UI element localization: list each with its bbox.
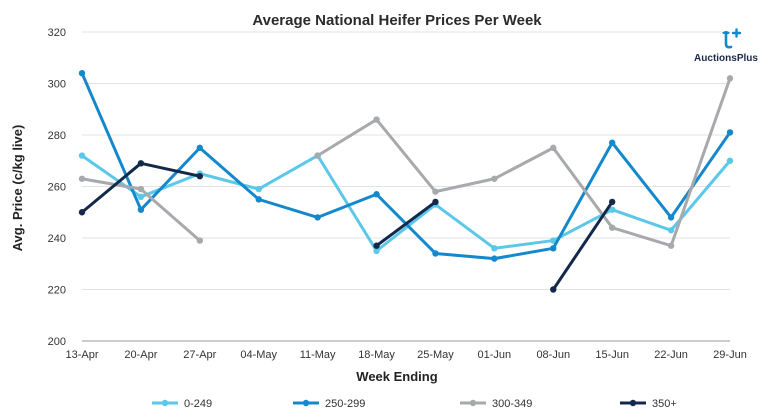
series-line [552,201,614,291]
series-line [81,154,732,253]
series-line [80,72,732,261]
data-point [726,75,734,82]
x-tick-label: 08-Jun [536,349,570,361]
data-point [491,175,498,182]
data-point [373,116,380,123]
x-tick-label: 15-Jun [595,349,629,361]
data-point [78,152,86,159]
data-point [196,237,204,244]
y-tick-label: 200 [48,336,66,348]
legend-label: 250-299 [325,398,365,410]
y-tick-label: 260 [48,182,66,194]
series-250-299 [78,70,734,262]
data-point [726,157,734,164]
series-lines [78,70,734,293]
x-tick-label: 04-May [240,349,277,361]
y-tick-label: 280 [48,130,66,142]
legend-marker [161,399,169,407]
data-point [432,198,439,206]
data-point [491,255,498,262]
data-point [314,214,321,221]
legend-label: 350+ [652,398,677,410]
data-point [373,247,380,255]
series-300-349 [78,75,734,249]
data-point [491,245,498,252]
data-point [373,242,380,249]
chart-title: Average National Heifer Prices Per Week [252,12,542,29]
data-point [78,70,86,77]
x-tick-label: 01-Jun [478,349,512,361]
data-point [608,224,616,231]
series-line [316,77,732,248]
data-point [550,245,557,252]
data-point [255,196,262,203]
data-point [196,144,204,152]
auctionsplus-logo: AuctionsPlus [694,28,758,64]
data-point [432,188,439,195]
legend: 0-249 250-299 300-349 350+ [152,398,677,410]
x-axis-ticks: 13-Apr 20-Apr 27-Apr 04-May 11-May 18-May 25-M… [65,349,746,361]
data-point [550,144,557,152]
x-tick-label: 25-May [417,349,454,361]
data-point [667,214,675,221]
grid-lines [82,31,730,342]
data-point [78,209,86,216]
logo-wordmark: AuctionsPlus [694,53,758,64]
x-tick-label: 29-Jun [713,349,747,361]
y-tick-label: 220 [48,285,66,297]
auctionsplus-icon [722,28,742,49]
data-point [726,129,734,136]
y-tick-label: 300 [48,79,66,91]
legend-marker [629,399,637,407]
y-tick-label: 240 [48,233,66,245]
series-0-249 [78,152,734,255]
x-tick-label: 27-Apr [183,349,216,361]
data-point [550,237,557,244]
data-point [78,175,86,182]
series-350+ [78,160,616,293]
x-tick-label: 20-Apr [124,349,157,361]
data-point [608,206,616,213]
x-tick-label: 13-Apr [65,349,98,361]
data-point [137,193,145,200]
data-point [137,206,145,213]
data-point [667,227,675,234]
data-point [432,250,439,257]
data-point [137,185,145,193]
y-axis-ticks: 200 220 240 260 280 300 320 [48,27,66,348]
data-point [608,139,616,146]
data-point [314,152,321,159]
x-tick-label: 11-May [300,349,336,361]
data-point [550,286,557,293]
legend-marker [469,399,477,407]
data-point [373,191,380,198]
series-line [375,200,437,247]
legend-label: 300-349 [492,398,532,410]
x-tick-label: 22-Jun [654,349,688,361]
data-point [137,160,145,167]
data-point [255,185,262,193]
x-tick-label: 18-May [358,349,395,361]
y-axis-label: Avg. Price (c/kg live) [10,125,25,252]
data-point [608,198,616,206]
legend-label: 0-249 [184,398,212,410]
y-tick-label: 320 [48,27,66,39]
x-axis-label: Week Ending [356,369,437,384]
data-point [667,242,675,249]
data-point [196,173,204,180]
legend-marker [302,399,310,407]
